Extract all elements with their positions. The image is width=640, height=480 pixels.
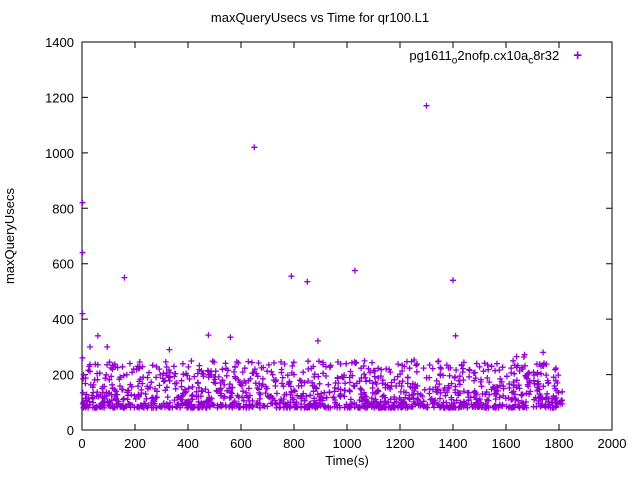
x-tick-label: 1600 xyxy=(492,436,521,451)
x-tick-label: 800 xyxy=(283,436,305,451)
x-tick-label: 400 xyxy=(177,436,199,451)
x-tick-label: 1000 xyxy=(333,436,362,451)
x-tick-label: 200 xyxy=(124,436,146,451)
legend-label-part: pg1611 xyxy=(409,48,452,63)
y-tick-label: 400 xyxy=(52,312,74,327)
legend-label-part: 2nofp.cx10a xyxy=(457,48,529,63)
y-tick-label: 0 xyxy=(67,423,74,438)
chart-title: maxQueryUsecs vs Time for qr100.L1 xyxy=(210,10,430,25)
y-tick-label: 1400 xyxy=(45,35,74,50)
y-tick-label: 1000 xyxy=(45,146,74,161)
scatter-points xyxy=(79,102,566,411)
y-tick-label: 600 xyxy=(52,257,74,272)
y-tick-label: 200 xyxy=(52,368,74,383)
legend-marker-icon: + xyxy=(573,47,582,64)
legend-label-part: 8r32 xyxy=(533,48,560,63)
legend-label: pg1611o2nofp.cx10ac8r32 xyxy=(409,48,560,67)
y-tick-label: 1200 xyxy=(45,90,74,105)
x-tick-label: 0 xyxy=(78,436,85,451)
legend-label-sub: c xyxy=(528,55,534,67)
x-tick-label: 1200 xyxy=(386,436,415,451)
x-tick-label: 1400 xyxy=(439,436,468,451)
legend-label-sub: o xyxy=(451,55,458,67)
x-tick-label: 2000 xyxy=(598,436,627,451)
x-tick-label: 1800 xyxy=(545,436,574,451)
x-axis-label: Time(s) xyxy=(325,453,369,468)
y-tick-label: 800 xyxy=(52,201,74,216)
x-tick-label: 600 xyxy=(230,436,252,451)
legend: pg1611o2nofp.cx10ac8r32 + xyxy=(409,47,582,67)
